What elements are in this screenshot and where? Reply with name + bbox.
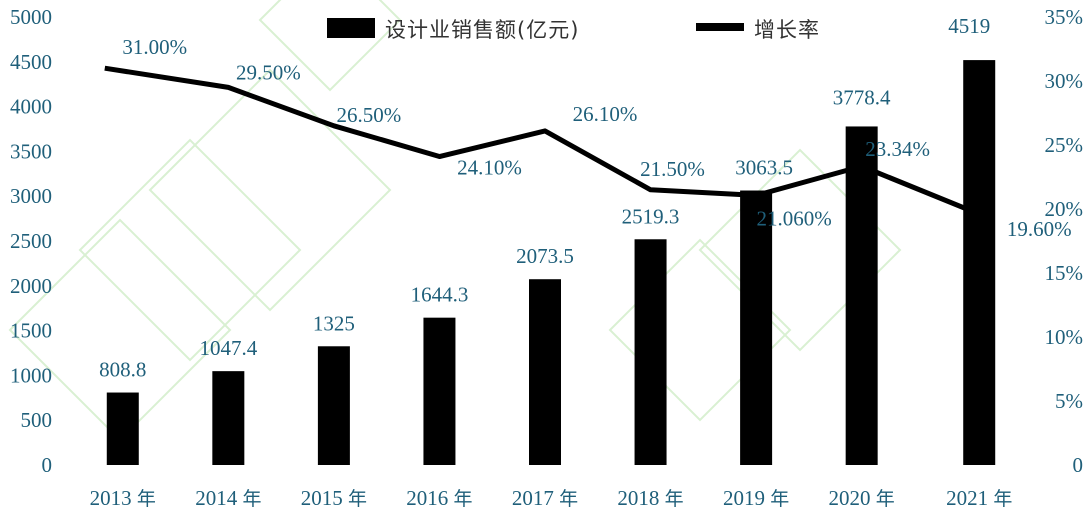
bar [634, 239, 667, 465]
watermark-shape [258, 0, 402, 92]
left-tick-label: 2000 [10, 274, 52, 298]
bar [106, 392, 139, 465]
left-tick-label: 1500 [10, 319, 52, 343]
left-tick-label: 500 [21, 408, 53, 432]
legend-line-swatch [696, 23, 744, 31]
line-data-label: 24.10% [457, 156, 522, 180]
bar [212, 371, 245, 465]
legend: 设计业销售额(亿元) 增长率 [327, 18, 820, 42]
growth-rate-line [104, 65, 981, 217]
right-tick-label: 25% [1045, 133, 1084, 157]
bar-series [106, 60, 996, 466]
bar [317, 346, 350, 465]
bar [845, 126, 878, 466]
line-data-label: 26.50% [337, 103, 402, 127]
x-tick-label: 2013 年 [90, 486, 156, 510]
bar [740, 190, 773, 465]
x-tick-label: 2021 年 [946, 486, 1012, 510]
bar-data-label: 4519 [948, 14, 990, 38]
left-tick-label: 2500 [10, 229, 52, 253]
bar [423, 317, 456, 465]
left-tick-label: 0 [42, 453, 53, 477]
x-tick-label: 2015 年 [301, 486, 367, 510]
left-tick-label: 3500 [10, 139, 52, 163]
bar-data-label: 1644.3 [411, 283, 469, 307]
x-axis: 2013 年 2014 年 2015 年 2016 年 2017 年 2018 年 2019… [90, 486, 1013, 510]
legend-bar-swatch [327, 18, 375, 38]
line-data-label: 26.10% [573, 102, 638, 126]
bar-data-label: 808.8 [99, 358, 146, 382]
bar-data-label: 3063.5 [735, 156, 793, 180]
left-tick-label: 5000 [10, 5, 52, 29]
right-tick-label: 15% [1045, 261, 1084, 285]
line-data-label: 19.60% [1007, 217, 1072, 241]
right-tick-label: 35% [1045, 5, 1084, 29]
bar [529, 279, 561, 465]
x-tick-label: 2020 年 [829, 486, 895, 510]
line-data-labels: 31.00% 29.50% 26.50% 24.10% 26.10% 21.50% 21.0… [122, 35, 1071, 241]
right-tick-label: 5% [1055, 389, 1083, 413]
x-tick-label: 2018 年 [617, 486, 683, 510]
line-data-label: 23.34% [865, 137, 930, 161]
line-data-label: 21.060% [756, 206, 831, 230]
right-tick-label: 10% [1045, 325, 1084, 349]
x-tick-label: 2017 年 [512, 486, 578, 510]
watermark-shape [608, 238, 792, 422]
bar-data-label: 2519.3 [622, 204, 680, 228]
watermark-shape [78, 138, 302, 362]
left-tick-label: 3000 [10, 184, 52, 208]
left-tick-label: 1000 [10, 363, 52, 387]
bar-data-label: 1325 [313, 311, 355, 335]
watermark-shape [8, 218, 232, 442]
right-tick-label: 0 [1073, 453, 1084, 477]
line-data-label: 31.00% [122, 35, 187, 59]
x-tick-label: 2016 年 [406, 486, 472, 510]
left-y-axis: 0 500 1000 1500 2000 2500 3000 3500 4000 4500 5000 [10, 5, 52, 477]
right-tick-label: 30% [1045, 69, 1084, 93]
line-data-label: 21.50% [640, 157, 705, 181]
legend-line-label: 增长率 [754, 18, 820, 42]
watermark-shape [148, 68, 392, 312]
left-tick-label: 4500 [10, 50, 52, 74]
x-tick-label: 2014 年 [195, 486, 261, 510]
legend-bar-label: 设计业销售额(亿元) [385, 18, 579, 42]
line-data-label: 29.50% [236, 60, 301, 84]
right-tick-label: 20% [1045, 197, 1084, 221]
bar-data-labels: 808.8 1047.4 1325 1644.3 2073.5 2519.3 3063.5 3… [99, 14, 990, 382]
bar-data-label: 2073.5 [516, 244, 574, 268]
bar [963, 60, 996, 466]
left-tick-label: 4000 [10, 95, 52, 119]
bar-data-label: 3778.4 [833, 85, 891, 109]
bar-data-label: 1047.4 [199, 336, 257, 360]
x-tick-label: 2019 年 [723, 486, 789, 510]
right-y-axis: 0 5% 10% 15% 20% 25% 30% 35% [1045, 5, 1084, 477]
line-series [104, 65, 981, 217]
